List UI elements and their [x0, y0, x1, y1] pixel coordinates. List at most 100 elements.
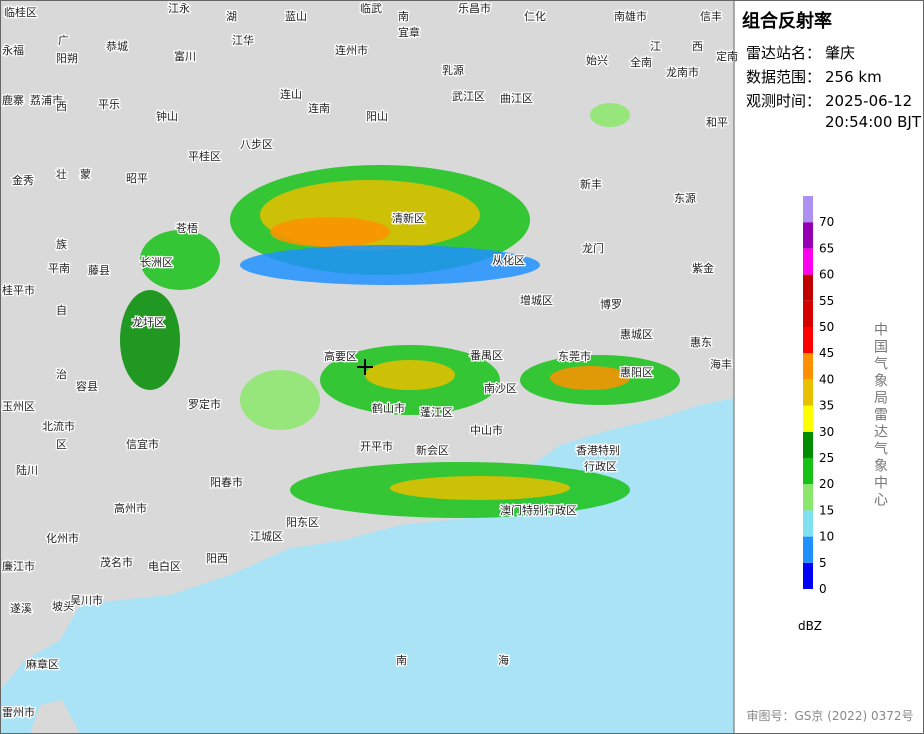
- place-label: 阳朔: [56, 52, 78, 65]
- station-label: 雷达站名：: [746, 44, 821, 62]
- place-label: 惠阳区: [620, 365, 653, 379]
- place-label: 武江区: [452, 90, 485, 103]
- legend-swatch: [803, 248, 813, 275]
- place-label: 廉江市: [2, 559, 35, 573]
- title: 组合反射率: [742, 10, 832, 32]
- place-label: 乳源: [442, 63, 464, 77]
- legend-swatch: [803, 431, 813, 458]
- place-label: 澳门特别行政区: [500, 503, 577, 517]
- legend-swatch: [803, 510, 813, 537]
- place-label: 江华: [232, 33, 254, 47]
- place-label: 信丰: [700, 10, 722, 23]
- place-label: 新会区: [416, 443, 449, 457]
- place-label: 南: [396, 654, 407, 667]
- place-label: 容县: [76, 379, 98, 393]
- place-label: 西: [56, 100, 67, 113]
- place-label: 藤县: [88, 264, 110, 277]
- place-label: 博罗: [600, 298, 622, 311]
- legend-label: 40: [819, 372, 834, 386]
- place-label: 长洲区: [140, 256, 173, 269]
- place-label: 鹿寨: [2, 93, 24, 107]
- place-label: 江: [650, 40, 661, 53]
- legend-label: 20: [819, 477, 834, 491]
- place-label: 恭城: [106, 40, 128, 53]
- place-label: 壮: [56, 168, 67, 181]
- place-label: 钟山: [156, 109, 178, 123]
- place-label: 乐昌市: [458, 1, 491, 15]
- echo: [140, 230, 220, 290]
- legend-swatch: [803, 379, 813, 406]
- place-label: 高州市: [114, 501, 147, 515]
- legend-swatch: [803, 484, 813, 511]
- place-label: 麻章区: [26, 657, 59, 671]
- place-label: 东源: [674, 191, 696, 205]
- place-label: 增城区: [520, 293, 553, 307]
- place-label: 新丰: [580, 177, 602, 191]
- place-label: 鹤山市: [372, 401, 405, 415]
- place-label: 陆川: [16, 463, 38, 477]
- legend-swatch: [803, 274, 813, 301]
- place-label: 湖: [226, 10, 237, 23]
- station: 肇庆: [825, 44, 855, 62]
- place-label: 番禺区: [470, 349, 503, 362]
- radar-echo: [120, 103, 680, 518]
- legend-label: 0: [819, 582, 827, 596]
- place-label: 阳春市: [210, 475, 243, 489]
- place-label: 苍梧: [176, 221, 198, 235]
- place-label: 东莞市: [558, 349, 591, 363]
- legend-label: 5: [819, 556, 827, 570]
- place-label: 蓝山: [285, 10, 307, 23]
- legend-label: 55: [819, 294, 834, 308]
- place-label: 海: [498, 653, 509, 667]
- place-label: 桂平市: [2, 283, 35, 297]
- time: 20:54:00 BJT: [825, 113, 922, 131]
- place-label: 荔浦市: [30, 93, 63, 107]
- place-label: 龙门: [582, 241, 604, 255]
- approval: 审图号：GS京 (2022) 0372号: [747, 708, 914, 723]
- place-label: 行政区: [584, 459, 617, 473]
- place-label: 八步区: [240, 138, 273, 151]
- place-label: 南雄市: [614, 9, 647, 23]
- legend-swatch: [803, 196, 813, 223]
- place-label: 西: [692, 40, 703, 53]
- place-label: 遂溪: [10, 601, 32, 615]
- echo: [120, 290, 180, 390]
- place-label: 始兴: [586, 53, 608, 67]
- place-label: 和平: [706, 116, 728, 129]
- legend-label: 10: [819, 530, 834, 544]
- place-label: 族: [56, 237, 67, 251]
- place-label: 化州市: [46, 531, 79, 545]
- legend-swatch: [803, 405, 813, 432]
- echo: [240, 370, 320, 430]
- place-label: 清新区: [392, 211, 425, 225]
- echo: [390, 476, 570, 500]
- legend-swatch: [803, 300, 813, 327]
- place-label: 电白区: [148, 559, 181, 573]
- place-label: 全南: [630, 55, 652, 69]
- place-label: 龙圩区: [132, 316, 165, 329]
- legend-swatch: [803, 353, 813, 380]
- place-label: 连山: [280, 88, 302, 101]
- echo: [365, 360, 455, 390]
- place-label: 阳山: [366, 110, 388, 123]
- legend-label: 45: [819, 346, 834, 360]
- place-label: 开平市: [360, 439, 393, 453]
- time-label: 观测时间：: [746, 92, 821, 110]
- source: 中国气象局雷达气象中心: [872, 322, 888, 509]
- date: 2025-06-12: [825, 92, 912, 110]
- place-label: 南: [398, 10, 409, 23]
- place-label: 连南: [308, 102, 330, 115]
- place-label: 平南: [48, 262, 70, 275]
- legend-label: 65: [819, 241, 834, 255]
- place-label: 区: [56, 438, 67, 451]
- place-label: 昭平: [126, 172, 148, 185]
- legend-label: 30: [819, 425, 834, 439]
- place-label: 中山市: [470, 423, 503, 437]
- place-label: 永福: [2, 43, 24, 57]
- place-label: 海丰: [710, 357, 732, 371]
- place-label: 北流市: [42, 419, 75, 433]
- legend-swatch: [803, 562, 813, 589]
- range: 256 km: [825, 68, 882, 86]
- place-label: 临武: [360, 1, 382, 15]
- place-label: 平桂区: [188, 149, 221, 163]
